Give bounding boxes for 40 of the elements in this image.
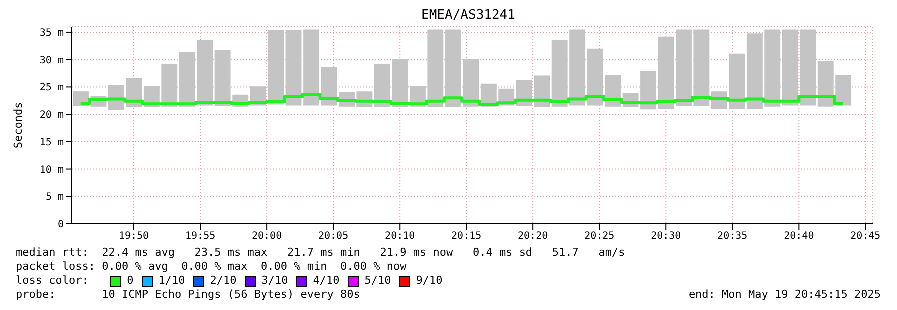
legend-label: 1/10 [158,274,186,288]
y-tick-label: 35 m [40,28,64,40]
text: median rtt: 22.4 ms avg 23.5 ms max 21.7 ms min 21.9 ms now 0.4 ms sd 51.7 am/s [16,246,626,260]
x-tick-label: 20:05 [318,231,349,242]
y-tick-label: 10 m [40,164,64,176]
y-tick-label: 5 m [46,192,64,204]
y-tick-label: 0 [58,220,64,231]
legend-title: loss color: [16,274,90,288]
text: end: Mon May 19 20:45:15 2025 [688,288,881,302]
y-axis-title: Seconds [12,102,25,149]
text: packet loss: 0.00 % avg 0.00 % max 0.00 % min 0.00 % now [16,260,408,274]
x-tick-label: 19:50 [118,231,150,242]
legend-label: 3/10 [262,274,288,288]
legend-label: 0 [127,274,134,288]
x-tick-label: 20:15 [452,231,482,242]
bar [392,59,408,108]
bar [321,67,338,106]
y-tick-label: 30 m [40,55,64,66]
x-tick-label: 20:25 [584,231,615,242]
bar [304,30,320,106]
legend-label: 4/10 [313,274,340,288]
bar [374,64,390,108]
x-tick-label: 20:30 [651,231,682,242]
y-tick-label: 15 m [40,137,64,148]
x-tick-label: 20:00 [252,231,282,242]
x-tick-label: 20:45 [850,231,881,242]
x-tick-label: 19:55 [186,231,216,242]
x-tick-label: 20:40 [784,231,814,242]
x-tick-label: 20:10 [385,231,416,242]
y-tick-label: 20 m [40,110,64,122]
bar [286,30,302,106]
bar [658,36,674,110]
chart-title: EMEA/AS31241 [420,8,516,24]
x-tick-label: 20:20 [518,231,548,242]
legend-label: 9/10 [416,274,443,288]
text: probe: 10 ICMP Echo Pings (56 Bytes) every 80s [16,288,360,302]
x-tick-label: 20:35 [718,231,748,242]
legend-label: 5/10 [364,274,392,288]
legend-label: 2/10 [210,274,237,288]
y-tick-label: 25 m [40,82,64,94]
